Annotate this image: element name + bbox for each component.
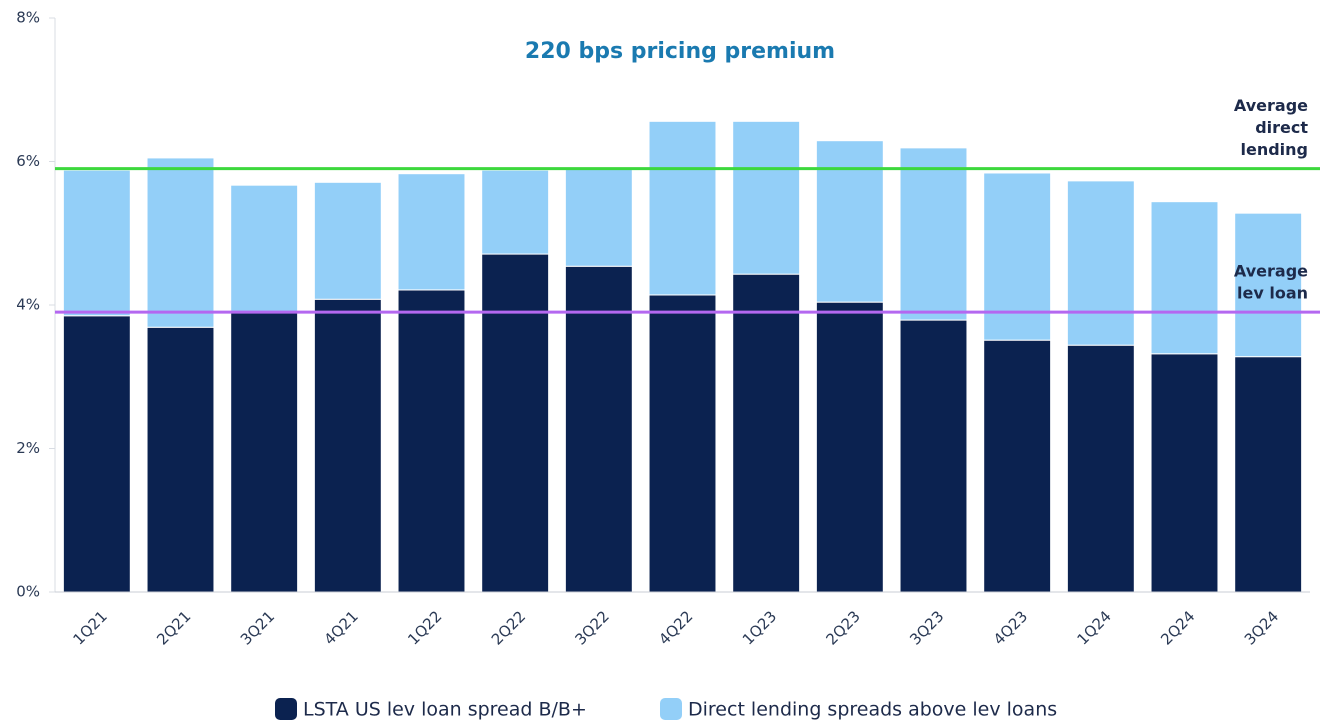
bar-segment bbox=[564, 265, 633, 593]
x-tick-label: 3Q21 bbox=[237, 607, 278, 648]
reference-label: Average bbox=[1234, 96, 1308, 115]
reference-label: Average bbox=[1234, 262, 1308, 281]
bar-segment bbox=[481, 253, 550, 593]
y-tick-label: 8% bbox=[16, 9, 40, 27]
legend-label: Direct lending spreads above lev loans bbox=[688, 699, 1057, 721]
x-tick-label: 2Q24 bbox=[1157, 607, 1198, 648]
x-tick-label: 4Q22 bbox=[655, 607, 696, 648]
legend-swatch bbox=[275, 698, 297, 720]
x-tick-label: 3Q23 bbox=[906, 607, 947, 648]
bar-segment bbox=[481, 169, 550, 255]
x-tick-label: 1Q22 bbox=[404, 607, 445, 648]
bar-segment bbox=[732, 273, 801, 593]
bar-segment bbox=[1150, 201, 1219, 355]
bar-segment bbox=[146, 326, 215, 593]
bar-segment bbox=[648, 294, 717, 593]
bar-segment bbox=[815, 301, 884, 593]
bar-segment bbox=[564, 167, 633, 267]
bar-segment bbox=[62, 315, 131, 593]
bar-segment bbox=[1234, 356, 1303, 593]
bar-segment bbox=[983, 172, 1052, 341]
y-tick-label: 4% bbox=[16, 296, 40, 314]
bar-segment bbox=[1066, 180, 1135, 346]
x-tick-label: 2Q21 bbox=[153, 607, 194, 648]
y-tick-label: 0% bbox=[16, 583, 40, 601]
x-tick-label: 4Q23 bbox=[990, 607, 1031, 648]
x-tick-label: 3Q24 bbox=[1241, 607, 1282, 648]
y-tick-label: 2% bbox=[16, 439, 40, 457]
legend-label: LSTA US lev loan spread B/B+ bbox=[303, 699, 587, 721]
bar-segment bbox=[1150, 353, 1219, 593]
reference-label: direct bbox=[1255, 118, 1308, 137]
legend-swatch bbox=[660, 698, 682, 720]
bar-segment bbox=[815, 140, 884, 303]
x-tick-label: 4Q21 bbox=[321, 607, 362, 648]
reference-label: lending bbox=[1240, 140, 1308, 159]
bar-segment bbox=[62, 169, 131, 317]
chart-title: 220 bps pricing premium bbox=[525, 39, 835, 64]
x-tick-label: 2Q22 bbox=[488, 607, 529, 648]
bar-segment bbox=[397, 173, 466, 291]
x-tick-label: 1Q23 bbox=[739, 607, 780, 648]
bar-segment bbox=[146, 157, 215, 328]
bar-segment bbox=[313, 298, 382, 593]
x-tick-label: 3Q22 bbox=[572, 607, 613, 648]
bar-segment bbox=[732, 120, 801, 275]
reference-label: lev loan bbox=[1237, 284, 1308, 303]
bar-segment bbox=[1234, 212, 1303, 358]
bar-segment bbox=[899, 319, 968, 593]
bar-segment bbox=[313, 181, 382, 300]
bar-segment bbox=[230, 184, 299, 314]
bar-segment bbox=[1066, 344, 1135, 593]
bar-segment bbox=[230, 312, 299, 593]
bar-segment bbox=[899, 147, 968, 321]
y-tick-label: 6% bbox=[16, 152, 40, 170]
x-tick-label: 2Q23 bbox=[823, 607, 864, 648]
x-tick-label: 1Q21 bbox=[70, 607, 111, 648]
bar-segment bbox=[648, 120, 717, 296]
bar-segment bbox=[397, 289, 466, 593]
x-tick-label: 1Q24 bbox=[1074, 607, 1115, 648]
bar-segment bbox=[983, 339, 1052, 593]
